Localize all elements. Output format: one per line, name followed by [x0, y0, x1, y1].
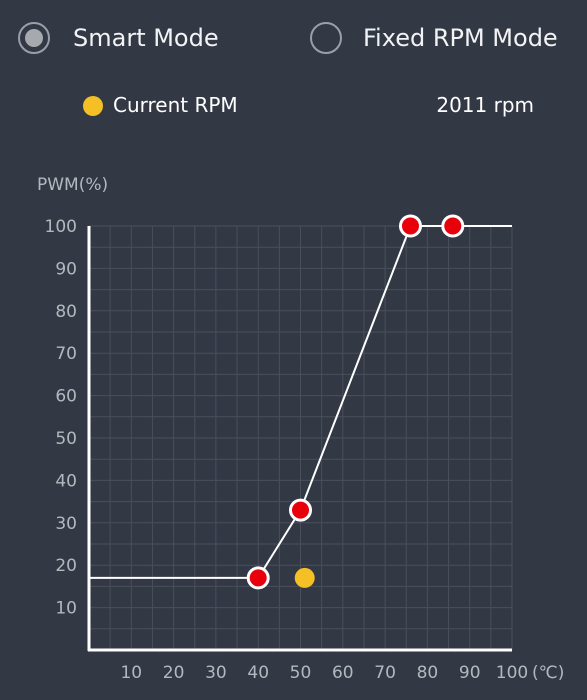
y-tick-label: 20 [55, 556, 77, 576]
smart-mode-option[interactable]: Smart Mode [18, 18, 219, 58]
x-tick-label: 30 [205, 663, 227, 683]
current-rpm-label: Current RPM [113, 93, 238, 117]
y-tick-label: 60 [55, 387, 77, 407]
y-tick-label: 80 [55, 302, 77, 322]
fixed-rpm-mode-label[interactable]: Fixed RPM Mode [363, 24, 558, 52]
x-tick-label: 80 [417, 663, 439, 683]
smart-mode-radio[interactable] [18, 22, 50, 54]
current-rpm-legend-dot [83, 96, 103, 116]
y-tick-label: 70 [55, 344, 77, 364]
fixed-rpm-mode-option[interactable]: Fixed RPM Mode [310, 18, 558, 58]
x-tick-label: 70 [374, 663, 396, 683]
y-tick-label: 30 [55, 514, 77, 534]
x-tick-label: 90 [459, 663, 481, 683]
current-rpm-row: Current RPM 2011 rpm [0, 90, 587, 124]
fan-curve-points [246, 214, 465, 590]
x-tick-label: 40 [247, 663, 269, 683]
x-tick-label: 20 [163, 663, 185, 683]
x-tick-label: 50 [290, 663, 312, 683]
y-axis-title: PWM(%) [37, 175, 108, 195]
radio-selected-dot [25, 29, 43, 47]
x-tick-label: 100 [496, 663, 528, 683]
y-tick-label: 100 [45, 217, 77, 237]
curve-control-point[interactable] [441, 214, 465, 238]
x-tick-label: 10 [120, 663, 142, 683]
x-axis-unit: (℃) [532, 663, 564, 683]
x-tick-label: 60 [332, 663, 354, 683]
curve-control-point[interactable] [246, 566, 270, 590]
y-tick-label: 50 [55, 429, 77, 449]
chart-axes [87, 226, 512, 652]
y-tick-label: 10 [55, 599, 77, 619]
fixed-rpm-mode-radio[interactable] [310, 22, 342, 54]
current-rpm-value: 2011 rpm [436, 93, 534, 117]
chart-tick-labels: 10 20 30 40 50 60 70 80 90 100 10 20 30 40 50 60 70 80 90 1… [45, 217, 529, 683]
smart-mode-label[interactable]: Smart Mode [73, 24, 219, 52]
y-tick-label: 40 [55, 471, 77, 491]
curve-control-point[interactable] [289, 498, 312, 522]
fan-mode-selector: Smart Mode Fixed RPM Mode [0, 18, 587, 58]
curve-control-point[interactable] [398, 214, 422, 238]
y-tick-label: 90 [55, 259, 77, 279]
chart-grid [89, 225, 513, 650]
current-rpm-point [294, 567, 315, 588]
